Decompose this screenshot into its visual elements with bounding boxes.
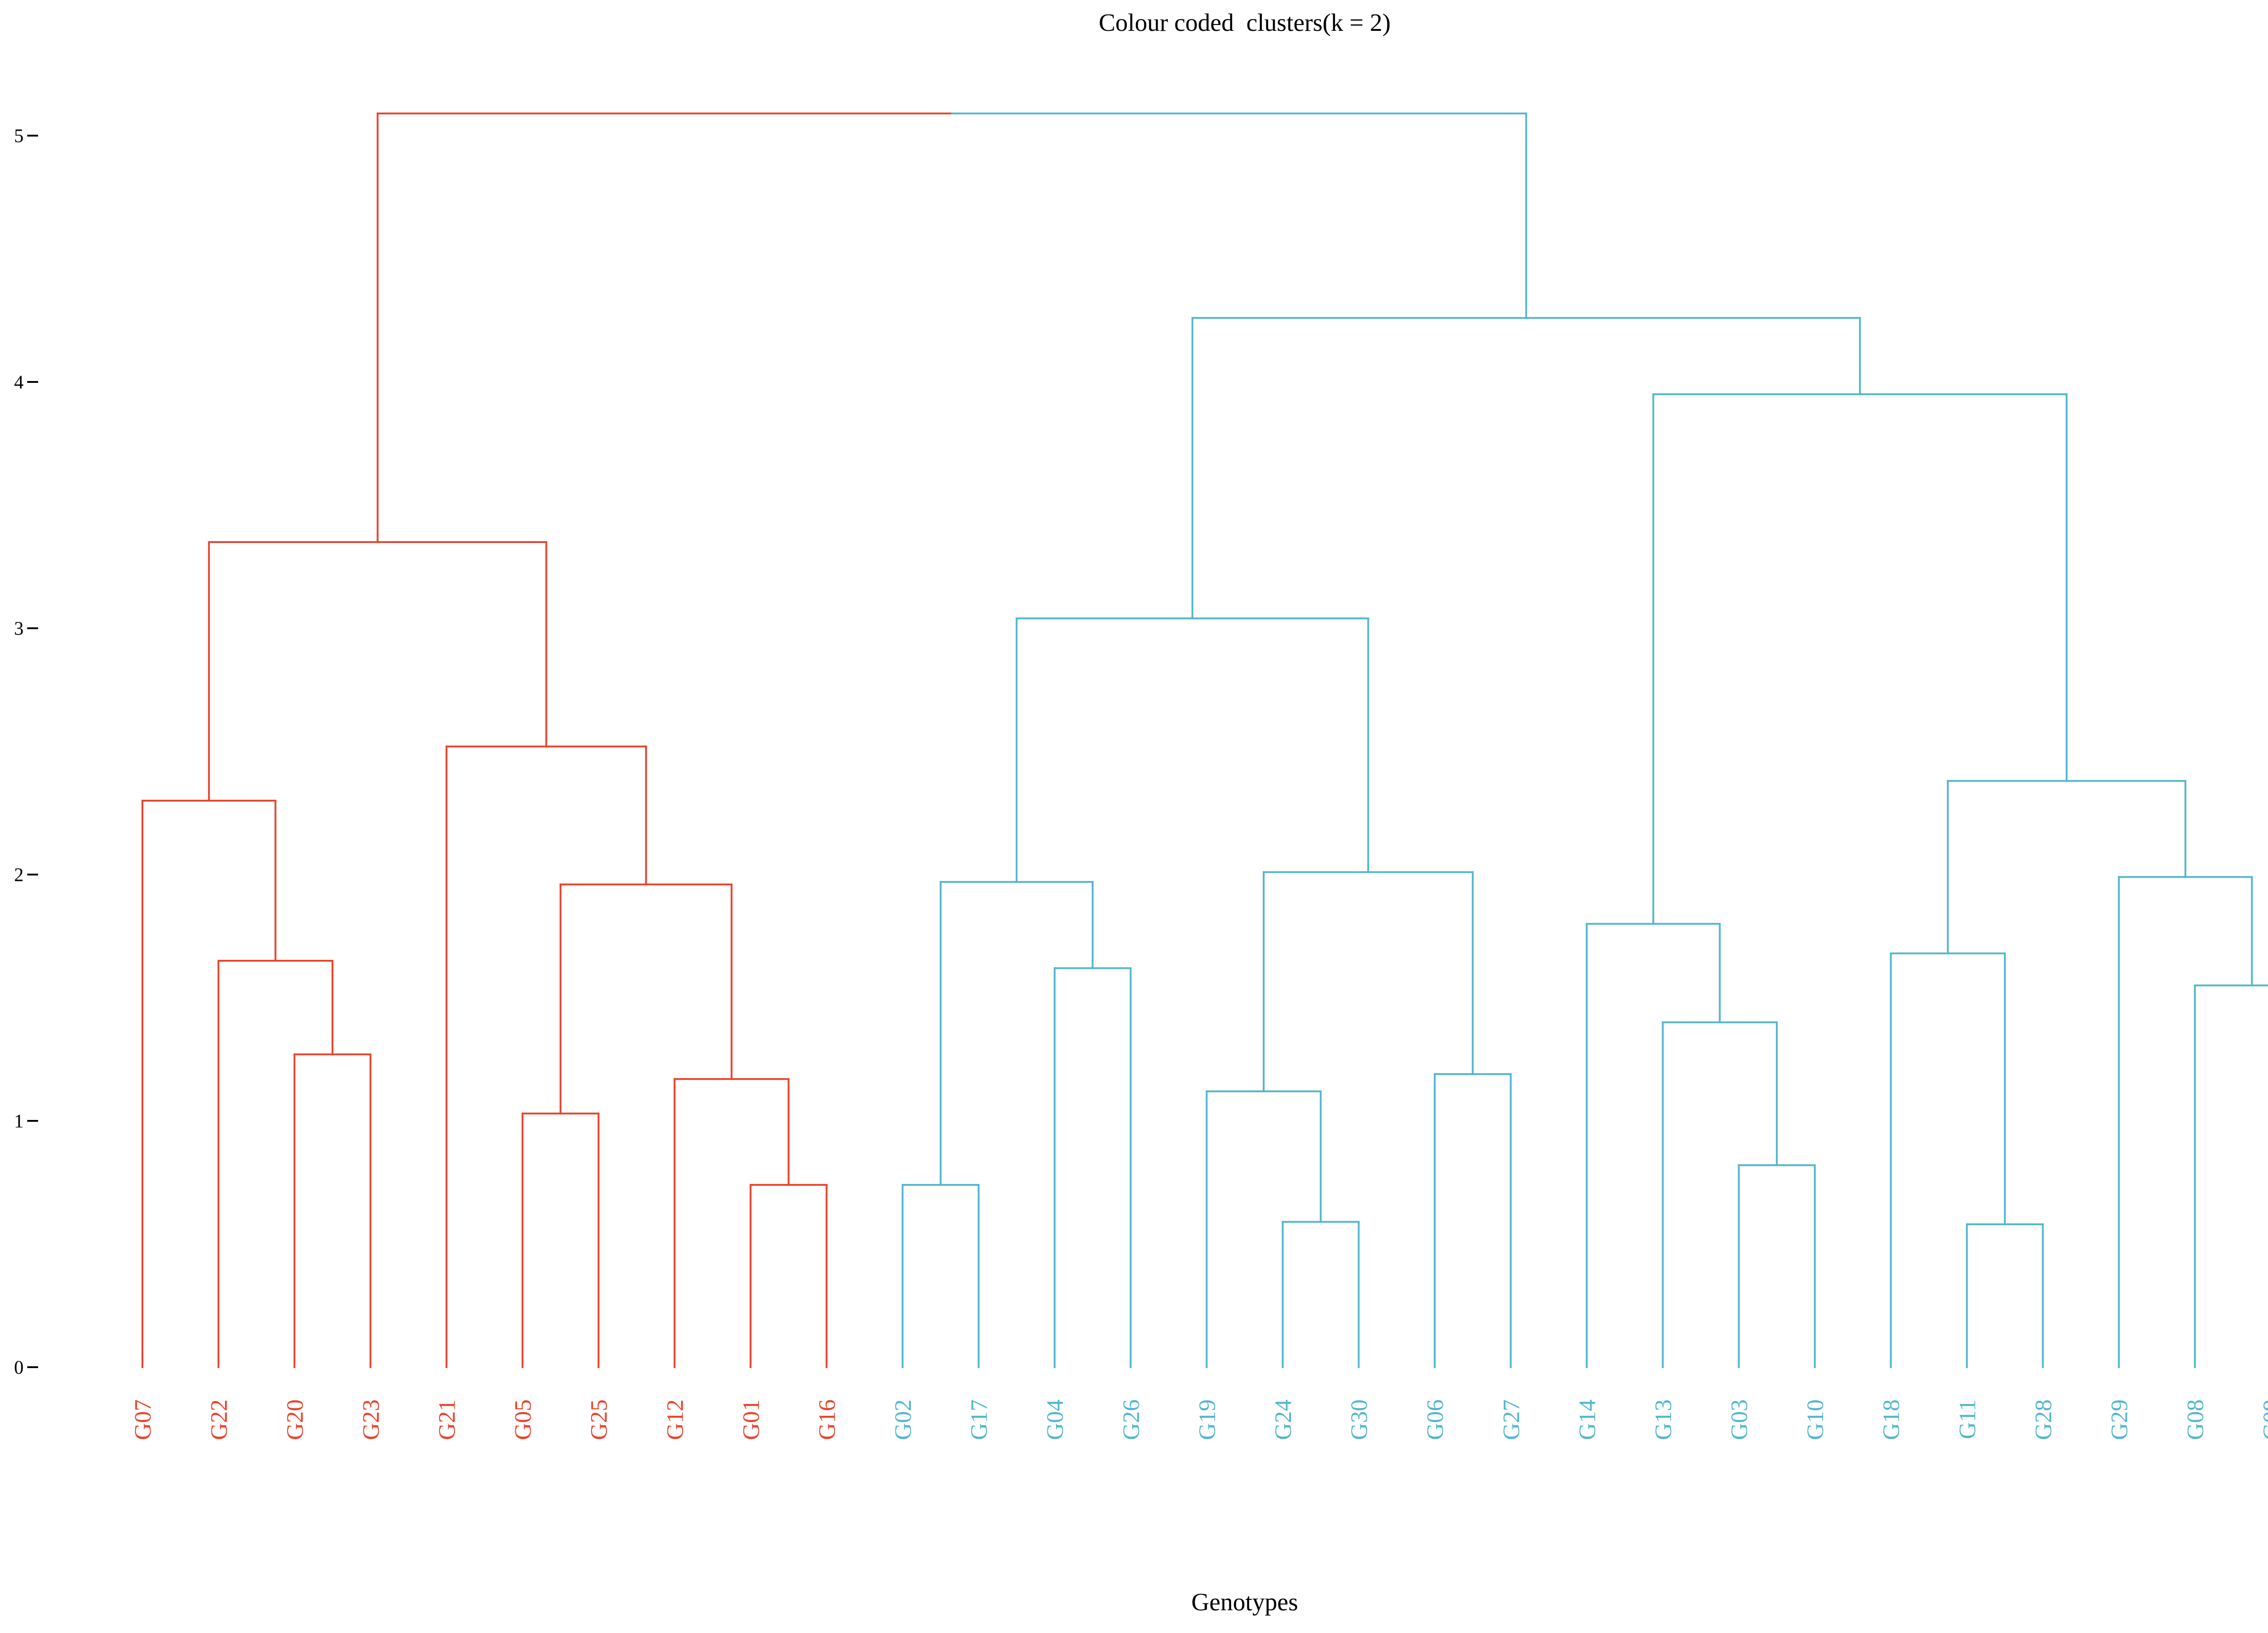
leaf-label-G17: G17 (967, 1399, 992, 1440)
leaf-label-G23: G23 (358, 1399, 384, 1440)
leaf-label-G02: G02 (890, 1399, 916, 1440)
leaf-label-G11: G11 (1955, 1399, 1980, 1439)
leaf-label-G27: G27 (1499, 1399, 1525, 1440)
leaf-label-G09: G09 (2259, 1399, 2268, 1440)
y-tick-label-1: 1 (14, 1111, 24, 1132)
leaf-labels: G07 G22 G20 G23 G21 G05 G25 G12 G01 G16 G02 G17 G04 G… (130, 1399, 2268, 1440)
chart-title: Colour coded clusters(k = 2) (1099, 9, 1391, 36)
y-tick-label-2: 2 (14, 865, 24, 885)
leaf-label-G28: G28 (2031, 1399, 2057, 1440)
leaf-label-G04: G04 (1042, 1399, 1068, 1440)
leaf-label-G18: G18 (1879, 1399, 1905, 1440)
leaf-label-G21: G21 (435, 1399, 460, 1440)
leaf-label-G14: G14 (1574, 1399, 1600, 1440)
x-axis-title: Genotypes (1191, 1588, 1298, 1616)
leaf-label-G16: G16 (814, 1399, 840, 1440)
leaf-label-G12: G12 (662, 1399, 688, 1440)
y-tick-label-0: 0 (14, 1357, 24, 1378)
leaf-label-G29: G29 (2107, 1399, 2132, 1440)
y-tick-label-3: 3 (14, 618, 24, 639)
y-tick-label-4: 4 (14, 372, 24, 393)
leaf-label-G03: G03 (1727, 1399, 1753, 1440)
leaf-label-G24: G24 (1271, 1399, 1296, 1440)
leaf-label-G22: G22 (206, 1399, 232, 1440)
leaf-label-G07: G07 (130, 1399, 156, 1440)
leaf-label-G08: G08 (2183, 1399, 2209, 1440)
leaf-label-G13: G13 (1651, 1399, 1677, 1440)
leaf-label-G19: G19 (1194, 1399, 1220, 1440)
leaf-label-G20: G20 (282, 1399, 308, 1440)
leaf-label-G01: G01 (738, 1399, 764, 1440)
leaf-label-G05: G05 (510, 1399, 536, 1440)
leaf-label-G06: G06 (1422, 1399, 1448, 1440)
leaf-label-G25: G25 (587, 1399, 612, 1440)
dendrogram-links (142, 112, 2268, 1368)
leaf-label-G10: G10 (1803, 1399, 1828, 1440)
leaf-label-G30: G30 (1347, 1399, 1373, 1440)
y-tick-label-5: 5 (14, 126, 24, 147)
y-axis: 0 1 2 3 4 5 (14, 126, 38, 1378)
leaf-label-G26: G26 (1119, 1399, 1144, 1440)
